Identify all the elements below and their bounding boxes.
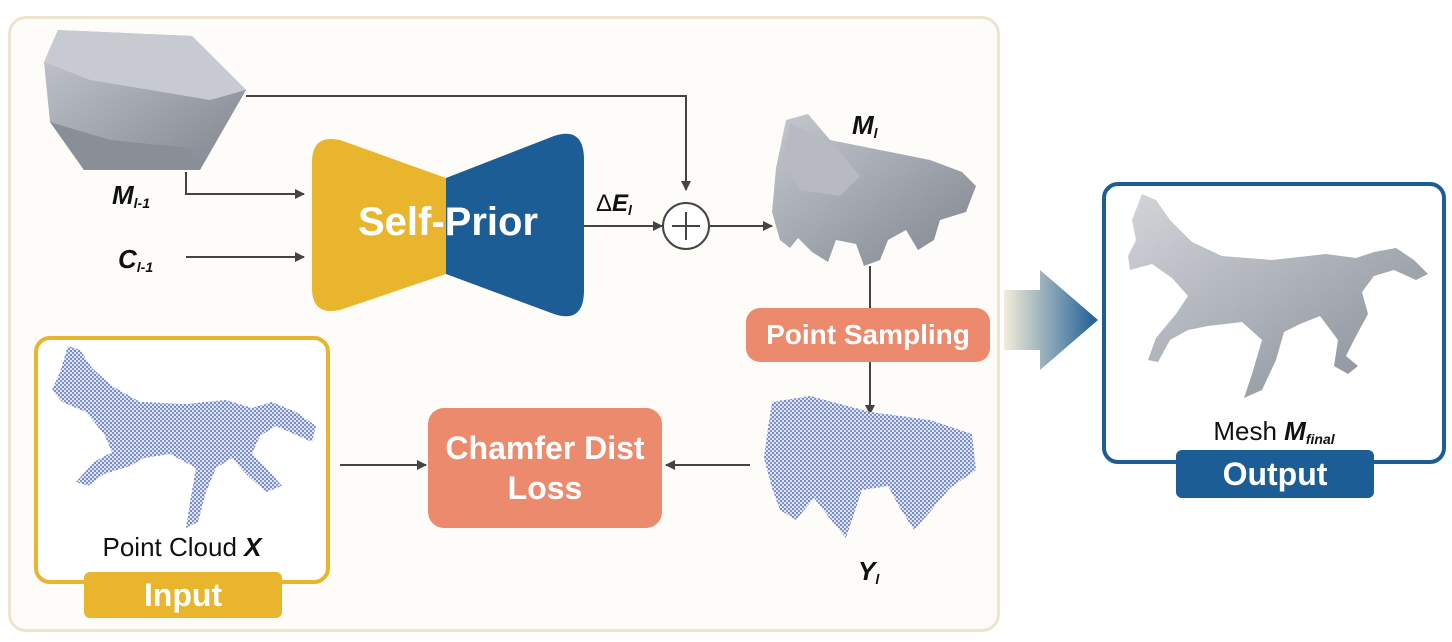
input-tag: Input [84, 572, 282, 618]
label-m-prev: Ml-1 [112, 180, 151, 211]
self-prior-decoder [446, 133, 584, 317]
prev-mesh-shape [44, 30, 246, 170]
label-delta-e: ΔEl [596, 190, 632, 218]
self-prior-label: Self-Prior [357, 200, 539, 244]
input-caption: Point Cloud X [102, 532, 262, 562]
label-c-prev: Cl-1 [118, 244, 154, 275]
output-big-arrow [1004, 270, 1098, 370]
skip-connection-arrow [246, 95, 691, 191]
mesh-ml-shape [772, 114, 976, 266]
self-prior-encoder [312, 138, 446, 312]
mesh-input-arrow [185, 172, 305, 199]
input-point-cloud-horse [52, 346, 316, 528]
point-sampling-box: Point Sampling [746, 308, 990, 362]
chamfer-loss-box: Chamfer Dist Loss [428, 408, 662, 528]
output-tag: Output [1176, 450, 1374, 498]
point-cloud-yl-shape [764, 396, 976, 538]
chamfer-line-1: Chamfer Dist [445, 430, 645, 466]
chamfer-line-2: Loss [507, 470, 583, 506]
label-y-l: Yl [858, 556, 880, 587]
label-m-l: Ml [852, 110, 878, 141]
output-caption: Mesh Mfinal [1213, 416, 1335, 447]
sum-node [662, 202, 710, 250]
output-mesh-horse [1128, 194, 1428, 398]
